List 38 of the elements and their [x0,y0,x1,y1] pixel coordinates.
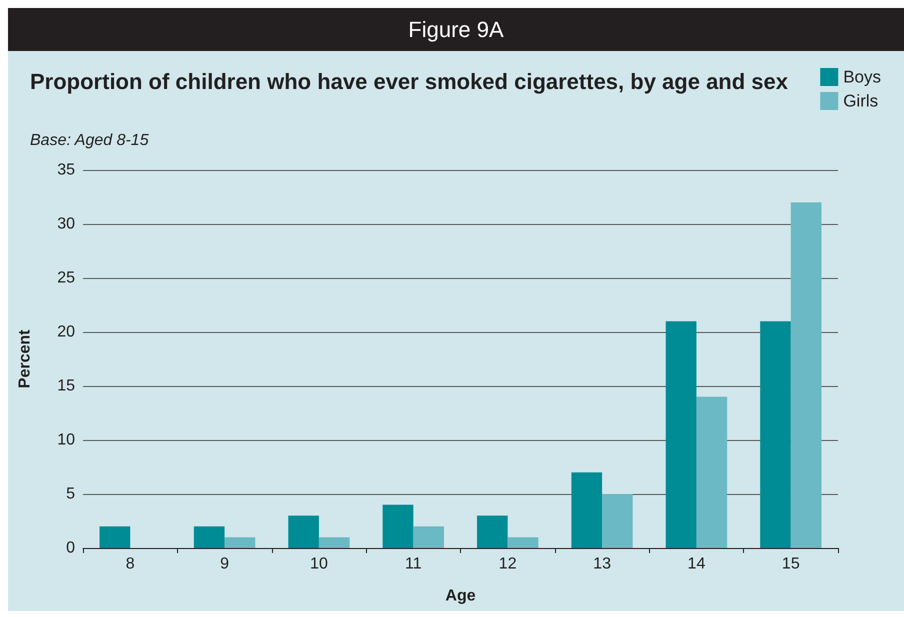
bar [760,321,791,548]
chart-subtitle: Base: Aged 8-15 [30,132,149,150]
chart-title: Proportion of children who have ever smoked cigarettes, by age and sex [30,68,790,96]
bar [477,516,508,548]
bar [318,537,350,548]
x-tick-label: 14 [688,556,706,572]
x-tick-label: 8 [126,556,135,572]
bar [382,504,414,548]
bar [571,472,602,548]
bar [508,537,538,548]
bar [666,321,696,548]
y-tick-label: 20 [57,324,76,340]
y-axis-title: Percent [16,328,34,388]
x-axis-title: Age [445,588,476,604]
y-tick-label: 35 [57,162,76,178]
bar [413,526,444,548]
legend-label: Girls [843,92,878,110]
x-tick-label: 10 [310,556,328,572]
bar [602,494,633,548]
caption: Figure 9A [8,8,904,51]
bar [224,537,256,548]
y-tick-label: 5 [66,486,76,502]
bar [696,396,728,548]
y-tick-label: 25 [57,270,76,286]
x-tick-label: 9 [220,556,230,572]
bar [100,526,130,548]
y-tick-label: 10 [57,432,76,448]
x-tick-label: 13 [593,556,612,572]
x-tick-label: 11 [405,556,422,572]
y-tick-label: 0 [66,540,76,556]
bar [790,202,822,548]
bar [194,526,225,548]
y-tick-label: 15 [57,378,76,394]
x-tick-label: 12 [498,556,517,572]
x-tick-label: 15 [782,556,800,572]
y-tick-label: 30 [57,216,76,232]
legend-label: Boys [843,68,882,86]
bar [288,516,319,548]
